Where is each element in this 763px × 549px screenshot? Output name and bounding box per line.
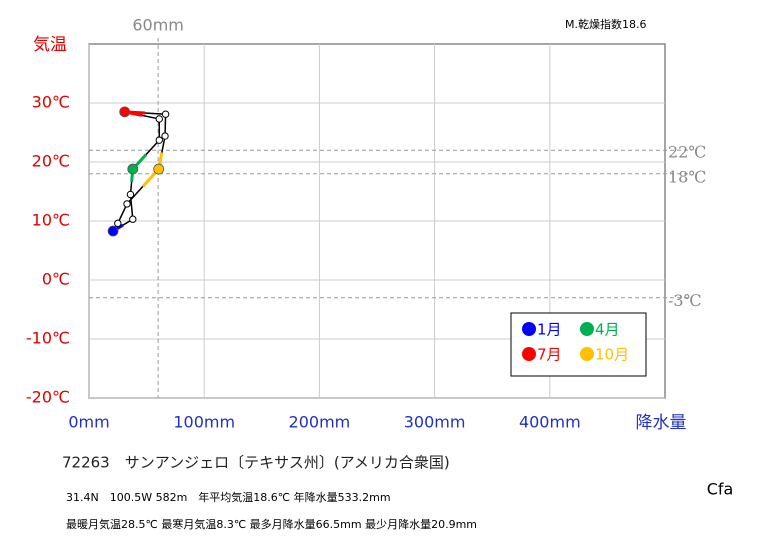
reference-label: 18℃ — [668, 167, 706, 186]
climate-class: Cfa — [707, 480, 734, 499]
reference-label: 60mm — [132, 16, 184, 35]
y-tick-label: -10℃ — [26, 329, 70, 348]
y-tick-label: -20℃ — [26, 388, 70, 407]
legend-box — [510, 312, 647, 377]
legend-marker — [522, 347, 536, 361]
x-tick-label: 400mm — [519, 413, 581, 432]
legend-label: 4月 — [595, 321, 620, 339]
month-point — [155, 115, 163, 123]
month-point — [161, 132, 169, 140]
info-line: 31.4N 100.5W 582m 年平均気温18.6℃ 年降水量533.2mm — [66, 490, 391, 504]
legend-label: 10月 — [595, 346, 629, 364]
reference-label: 22℃ — [668, 143, 706, 162]
month-point — [127, 163, 139, 175]
month-point — [129, 215, 137, 223]
x-tick-label: 100mm — [173, 413, 235, 432]
month-point — [155, 136, 163, 144]
reference-label: -3℃ — [668, 291, 701, 310]
x-tick-label: 0mm — [68, 413, 109, 432]
y-tick-label: 30℃ — [32, 93, 70, 112]
x-tick-label: 300mm — [404, 413, 466, 432]
month-point — [153, 163, 165, 175]
title: 72263 サンアンジェロ〔テキサス州〕(アメリカ合衆国) — [62, 454, 450, 472]
legend-marker — [580, 347, 594, 361]
x-tick-label: 200mm — [289, 413, 351, 432]
x-axis-label: 降水量 — [636, 413, 687, 433]
legend-label: 7月 — [537, 346, 562, 364]
y-tick-label: 0℃ — [42, 270, 70, 289]
month-point — [119, 106, 131, 118]
y-axis-label: 気温 — [33, 35, 67, 55]
month-point — [107, 225, 119, 237]
legend-marker — [580, 322, 594, 336]
month-point — [114, 219, 122, 228]
dryness-index: M.乾燥指数18.6 — [565, 17, 646, 31]
info-line: 最暖月気温28.5℃ 最寒月気温8.3℃ 最多月降水量66.5mm 最少月降水量… — [66, 517, 477, 531]
legend-label: 1月 — [537, 321, 562, 339]
month-point — [123, 200, 131, 208]
month-point — [161, 110, 170, 118]
y-tick-label: 20℃ — [32, 152, 70, 171]
month-point — [126, 190, 135, 199]
y-tick-label: 10℃ — [32, 211, 70, 230]
legend-marker — [522, 322, 536, 336]
